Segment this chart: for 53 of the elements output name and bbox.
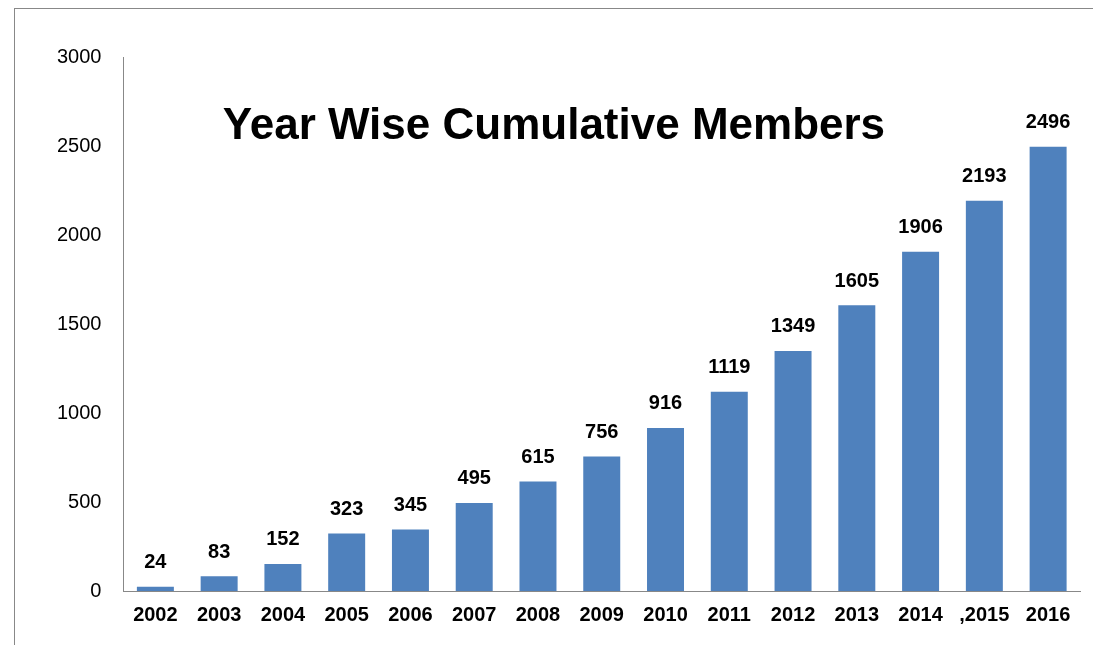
x-tick-label: 2002 <box>133 602 178 625</box>
x-tick-label: 2016 <box>1025 602 1071 625</box>
data-label: 756 <box>585 419 619 442</box>
data-label: 1349 <box>770 314 816 337</box>
y-tick-label: 2500 <box>56 133 102 156</box>
data-label: 2193 <box>962 164 1007 187</box>
x-tick-label: 2006 <box>388 602 433 625</box>
bar <box>136 586 174 591</box>
data-label: 323 <box>329 497 364 520</box>
bar <box>1029 146 1067 591</box>
data-label: 152 <box>266 527 300 550</box>
y-tick-label: 3000 <box>56 44 102 67</box>
data-label: 24 <box>144 550 168 573</box>
x-tick-label: 2007 <box>451 602 497 625</box>
text: Year Wise Cumulative Members <box>222 99 886 149</box>
bar <box>583 456 621 591</box>
data-label: 83 <box>208 539 231 562</box>
data-label: 2496 <box>1025 110 1071 133</box>
y-tick-label: 0 <box>90 578 102 601</box>
data-label: 615 <box>521 445 555 468</box>
data-label: 916 <box>648 391 683 414</box>
x-tick-label: 2005 <box>324 602 369 625</box>
data-label: 1605 <box>834 268 880 291</box>
y-tick-label: 1500 <box>56 311 102 334</box>
x-tick-label: 2014 <box>898 602 944 625</box>
bar <box>391 529 429 591</box>
bar <box>710 391 748 591</box>
x-tick-label: 2008 <box>515 602 561 625</box>
y-tick-label: 500 <box>68 489 102 512</box>
bar <box>455 502 493 591</box>
bar <box>902 251 940 591</box>
x-tick-label: 2009 <box>579 602 624 625</box>
bar <box>647 427 685 591</box>
x-tick-label: 2003 <box>196 602 242 625</box>
bar <box>965 200 1003 591</box>
data-label: 1906 <box>898 215 943 238</box>
x-tick-label: 2013 <box>834 602 880 625</box>
bar <box>328 533 366 591</box>
bar <box>200 576 238 591</box>
x-tick-label: ,2015 <box>959 602 1010 625</box>
x-tick-label: 2010 <box>643 602 688 625</box>
data-label: 345 <box>393 493 428 516</box>
data-label: 1119 <box>708 355 751 378</box>
x-tick-label: 2011 <box>707 602 751 625</box>
bar <box>264 563 302 591</box>
bar <box>519 481 557 591</box>
bar <box>774 350 812 591</box>
bar <box>838 305 876 591</box>
y-tick-label: 2000 <box>56 222 102 245</box>
y-tick-label: 1000 <box>56 400 102 423</box>
x-tick-label: 2004 <box>260 602 307 625</box>
data-label: 495 <box>457 466 491 489</box>
x-tick-label: 2012 <box>770 602 816 625</box>
